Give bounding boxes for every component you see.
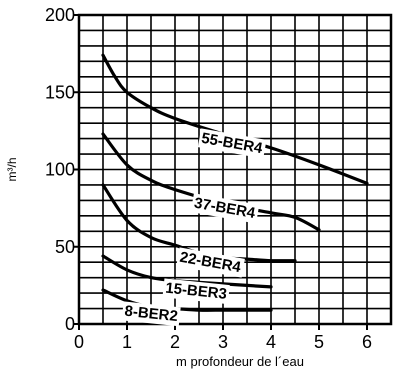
series-label-text: 55-BER4 xyxy=(200,130,264,158)
y-tick-label: 100 xyxy=(45,160,75,180)
x-axis-label: m profondeur de l´eau xyxy=(176,354,304,369)
y-axis-label: m³/h xyxy=(5,158,19,182)
series-label-37-ber4: 37-BER4 xyxy=(191,193,260,223)
chart-grid xyxy=(79,15,391,324)
x-tick-label: 3 xyxy=(218,332,228,352)
x-tick-label: 6 xyxy=(362,332,372,352)
x-tick-label: 2 xyxy=(170,332,180,352)
x-tick-label: 1 xyxy=(122,332,132,352)
x-tick-label: 5 xyxy=(314,332,324,352)
series-label-8-ber2: 8-BER2 xyxy=(122,301,181,326)
series-label-text: 8-BER2 xyxy=(124,303,179,325)
y-tick-label: 0 xyxy=(65,314,75,334)
y-tick-label: 200 xyxy=(45,5,75,25)
series-line-55-ber4 xyxy=(103,55,367,183)
y-tick-label: 150 xyxy=(45,82,75,102)
x-tick-label: 0 xyxy=(74,332,84,352)
series-label-text: 22-BER4 xyxy=(178,249,242,277)
y-tick-label: 50 xyxy=(55,237,75,257)
x-tick-label: 4 xyxy=(266,332,276,352)
series-label-22-ber4: 22-BER4 xyxy=(176,247,245,277)
